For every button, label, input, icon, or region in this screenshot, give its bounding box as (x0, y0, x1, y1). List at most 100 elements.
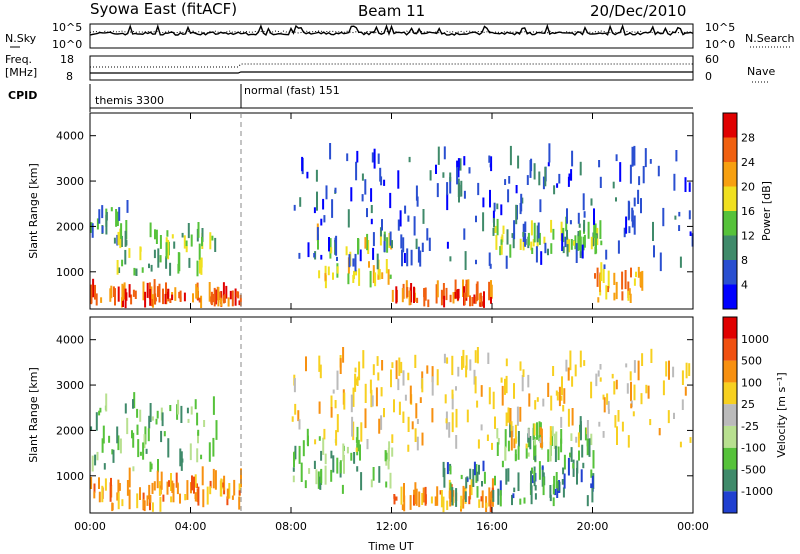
power-cell (454, 279, 457, 299)
power-cell (532, 239, 535, 247)
power-cell (582, 193, 585, 211)
velocity-cell (562, 467, 565, 475)
power-cell (446, 193, 449, 211)
power-cell (192, 293, 194, 303)
power-cell (374, 272, 377, 287)
velocity-cell (155, 418, 158, 425)
velocity-cell (139, 409, 142, 422)
velocity-cell (641, 353, 644, 366)
power-cell (410, 249, 413, 266)
velocity-cell (90, 476, 93, 489)
cpid-mode-themis: themis 3300 (95, 94, 164, 107)
velocity-cell (507, 407, 510, 423)
power-cell (521, 197, 524, 204)
power-cell (449, 177, 452, 194)
power-cell (613, 272, 616, 285)
velocity-cell (238, 496, 241, 510)
velocity-cell (496, 428, 499, 439)
power-cell (566, 229, 568, 240)
velocity-cell (377, 372, 380, 381)
power-cell (436, 183, 439, 198)
power-cell (153, 279, 156, 299)
power-cell (496, 218, 499, 236)
nsky-trace (89, 23, 694, 36)
power-cell (391, 289, 394, 302)
velocity-cell (293, 452, 295, 468)
power-cell (607, 270, 610, 289)
velocity-cell (551, 430, 554, 446)
velocity-cell (148, 415, 151, 429)
power-cell (595, 234, 597, 251)
velocity-cell (300, 462, 303, 482)
power-cell (383, 179, 386, 186)
velocity-cell (525, 445, 528, 459)
power-cell (490, 280, 492, 297)
velocity-cell (569, 452, 571, 458)
power-cell (662, 207, 665, 227)
velocity-cell (170, 473, 172, 491)
power-cell (540, 251, 543, 265)
velocity-cell (491, 442, 493, 450)
velocity-cell (215, 420, 218, 440)
velocity-cell (159, 496, 162, 512)
velocity-cell (220, 478, 223, 497)
velocity-cell (571, 408, 574, 426)
velocity-cell (160, 471, 163, 490)
velocity-cell (376, 356, 379, 366)
power-cell (408, 156, 411, 163)
velocity-cell (541, 465, 544, 470)
velocity-cell (186, 480, 189, 500)
power-cell (592, 232, 595, 247)
velocity-cell (494, 416, 496, 429)
velocity-cell (324, 465, 327, 485)
velocity-cell (481, 490, 484, 508)
velocity-cell (578, 450, 580, 461)
power-cell (574, 235, 577, 250)
power-cell (446, 182, 449, 196)
power-cell (196, 287, 199, 298)
x-tick-label: 04:00 (175, 520, 207, 533)
velocity-cell (494, 475, 496, 486)
velocity-cell (602, 431, 605, 438)
power-cell (688, 182, 691, 192)
nave-tick-top: 60 (705, 53, 719, 66)
velocity-cell (395, 360, 398, 380)
velocity-cell (291, 416, 294, 422)
power-cell (91, 223, 94, 238)
velocity-cell (534, 485, 537, 491)
velocity-cell (302, 440, 305, 457)
velocity-cell (606, 393, 609, 405)
power-cell (456, 160, 459, 169)
velocity-cell (431, 366, 434, 383)
velocity-cell (556, 391, 559, 401)
power-cell (114, 288, 116, 306)
velocity-cell (354, 367, 357, 373)
power-y-tick-label: 1000 (56, 266, 84, 279)
power-cell (210, 296, 213, 304)
power-cell (185, 245, 188, 253)
power-cell (298, 252, 301, 259)
power-cell (571, 150, 574, 167)
velocity-cell (527, 428, 530, 438)
power-cell (214, 237, 217, 252)
power-cell (329, 238, 332, 250)
velocity-cell (320, 468, 323, 484)
power-cell (188, 257, 191, 268)
velocity-cell (512, 493, 515, 499)
velocity-cell (352, 387, 355, 407)
velocity-cell (574, 364, 577, 377)
power-cell (364, 179, 367, 195)
power-cell (238, 300, 241, 306)
power-cell (515, 185, 518, 194)
power-cell (171, 234, 174, 239)
power-cell (463, 156, 466, 166)
velocity-cell (474, 376, 477, 394)
velocity-cell (533, 438, 536, 446)
velocity-cell (430, 496, 433, 504)
velocity-cell (527, 374, 530, 388)
velocity-cell (681, 399, 684, 410)
power-cell (416, 297, 419, 303)
velocity-y-tick-label: 1000 (56, 470, 84, 483)
power-cell (415, 185, 418, 201)
